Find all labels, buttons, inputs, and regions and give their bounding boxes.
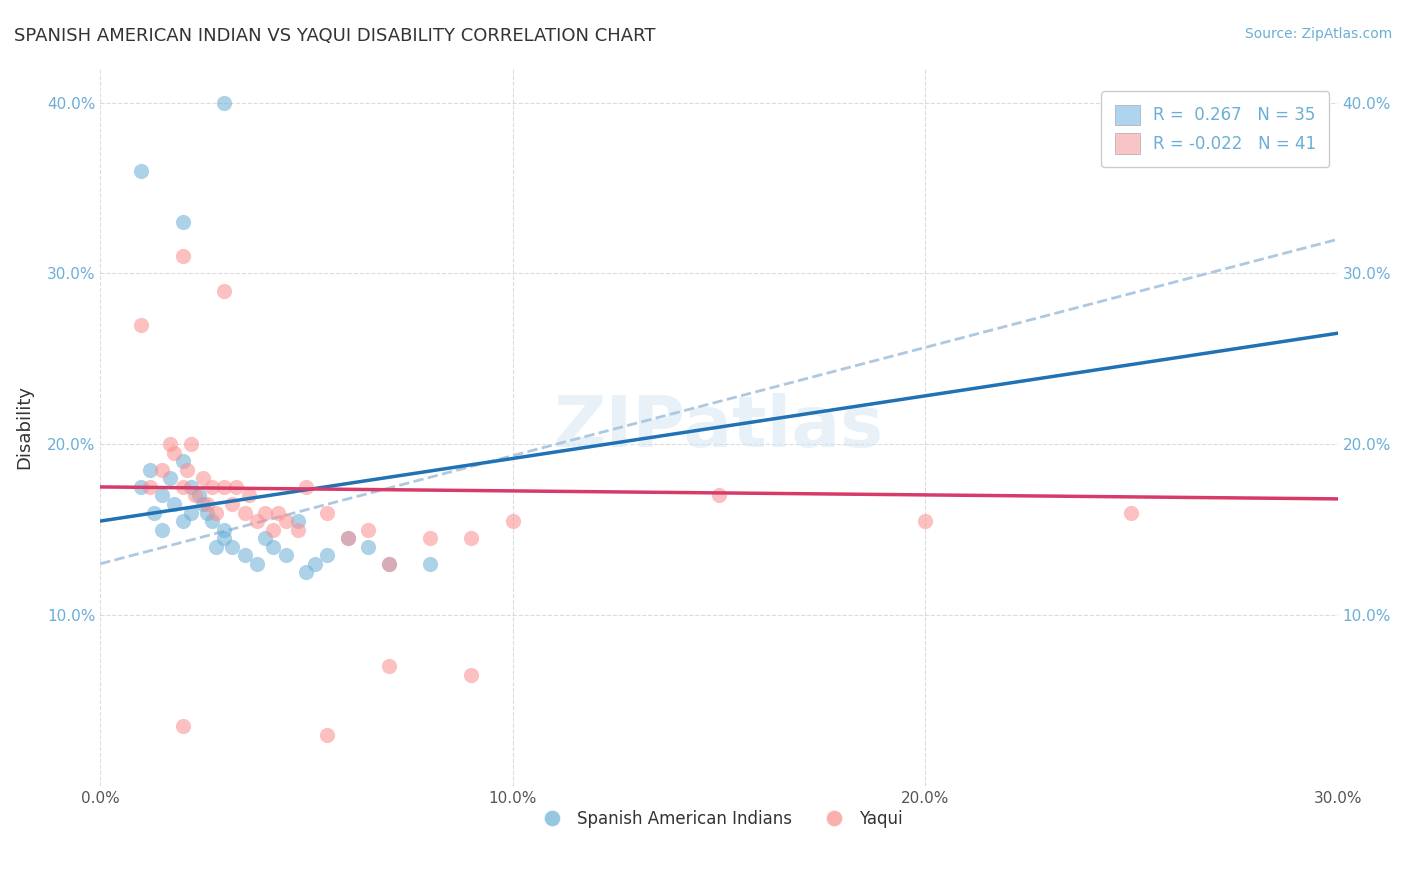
Point [142, 506, 165, 520]
Point [163, 497, 186, 511]
Point [460, 531, 482, 545]
Point [263, 523, 285, 537]
Point [139, 463, 162, 477]
Point [336, 531, 359, 545]
Point [274, 548, 297, 562]
Point [212, 480, 235, 494]
Point [287, 514, 309, 528]
Point [221, 540, 243, 554]
Point [212, 523, 235, 537]
Point [287, 523, 309, 537]
Point [159, 437, 181, 451]
Point [172, 514, 194, 528]
Point [304, 557, 326, 571]
Point [274, 514, 297, 528]
Point [263, 540, 285, 554]
Point [150, 523, 173, 537]
Point [419, 557, 441, 571]
Point [336, 531, 359, 545]
Point [150, 488, 173, 502]
Point [419, 531, 441, 545]
Point [295, 480, 318, 494]
Point [378, 557, 401, 571]
Point [180, 480, 202, 494]
Point [502, 514, 524, 528]
Point [193, 471, 215, 485]
Point [204, 506, 226, 520]
Point [131, 480, 153, 494]
Point [163, 446, 186, 460]
Point [238, 488, 260, 502]
Point [225, 480, 247, 494]
Point [180, 506, 202, 520]
Point [201, 514, 224, 528]
Legend: Spanish American Indians, Yaqui: Spanish American Indians, Yaqui [529, 804, 910, 835]
Point [254, 506, 277, 520]
Point [233, 506, 256, 520]
Point [914, 514, 936, 528]
Point [221, 497, 243, 511]
Point [172, 454, 194, 468]
Point [172, 215, 194, 229]
Point [233, 548, 256, 562]
Point [188, 488, 211, 502]
Point [184, 488, 207, 502]
Point [159, 471, 181, 485]
Point [378, 659, 401, 673]
Point [150, 463, 173, 477]
Point [131, 318, 153, 332]
Point [176, 463, 198, 477]
Point [316, 727, 339, 741]
Point [254, 531, 277, 545]
Point [172, 249, 194, 263]
Text: Source: ZipAtlas.com: Source: ZipAtlas.com [1244, 27, 1392, 41]
Point [212, 284, 235, 298]
Point [172, 480, 194, 494]
Point [1121, 506, 1143, 520]
Point [197, 497, 219, 511]
Point [316, 506, 339, 520]
Point [357, 523, 380, 537]
Point [246, 514, 269, 528]
Point [357, 540, 380, 554]
Text: SPANISH AMERICAN INDIAN VS YAQUI DISABILITY CORRELATION CHART: SPANISH AMERICAN INDIAN VS YAQUI DISABIL… [14, 27, 655, 45]
Point [316, 548, 339, 562]
Point [707, 488, 730, 502]
Point [131, 164, 153, 178]
Y-axis label: Disability: Disability [15, 385, 32, 469]
Point [266, 506, 288, 520]
Point [204, 540, 226, 554]
Point [197, 506, 219, 520]
Point [246, 557, 269, 571]
Point [201, 480, 224, 494]
Point [193, 497, 215, 511]
Point [295, 566, 318, 580]
Point [378, 557, 401, 571]
Point [139, 480, 162, 494]
Point [212, 531, 235, 545]
Point [212, 95, 235, 110]
Point [180, 437, 202, 451]
Text: ZIPatlas: ZIPatlas [554, 392, 884, 462]
Point [460, 667, 482, 681]
Point [172, 719, 194, 733]
